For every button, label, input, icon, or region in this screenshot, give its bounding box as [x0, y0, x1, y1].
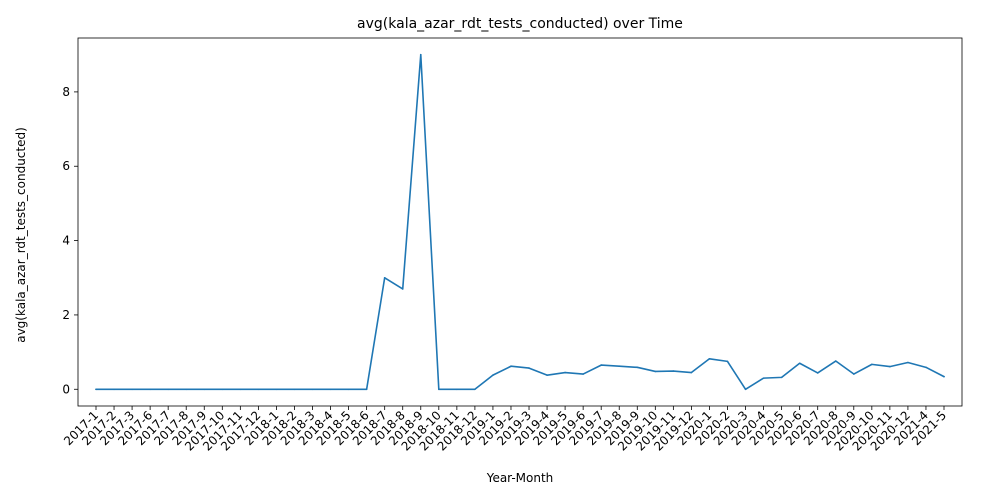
data-point: [871, 363, 873, 366]
data-point: [113, 388, 115, 391]
data-point: [889, 365, 891, 368]
data-point: [293, 388, 296, 391]
chart-title: avg(kala_azar_rdt_tests_conducted) over …: [357, 16, 683, 32]
data-point: [636, 366, 639, 369]
series-line: [95, 53, 945, 391]
y-tick-label: 2: [62, 308, 70, 322]
data-point: [510, 365, 512, 368]
data-point: [618, 365, 621, 368]
y-tick-label: 6: [62, 159, 70, 173]
data-point: [726, 360, 729, 363]
plot-border: [77, 37, 963, 407]
y-tick-label: 8: [62, 85, 70, 99]
data-point: [600, 364, 602, 366]
data-point: [401, 288, 404, 290]
data-point: [744, 388, 747, 391]
data-point: [708, 357, 711, 360]
data-point: [798, 362, 801, 365]
y-axis-label: avg(kala_azar_rdt_tests_conducted): [14, 127, 28, 343]
y-ticks: 0 2 4 6 8: [62, 85, 78, 396]
plot-frame: [77, 37, 963, 407]
data-point: [943, 375, 945, 378]
data-point: [419, 53, 422, 56]
data-point: [95, 388, 97, 391]
data-point: [564, 371, 566, 374]
data-point: [492, 374, 494, 376]
data-point: [383, 276, 386, 279]
data-point: [780, 376, 783, 379]
data-point: [528, 367, 530, 369]
data-point: [834, 360, 837, 362]
data-point: [672, 370, 675, 372]
data-point: [365, 388, 368, 391]
data-point: [690, 371, 693, 374]
data-point: [925, 366, 927, 369]
data-point: [474, 388, 476, 391]
data-point: [546, 374, 548, 376]
data-point: [456, 388, 458, 391]
x-ticks: 2017-12017-22017-32017-62017-72017-82017…: [61, 406, 949, 454]
data-point: [762, 377, 765, 379]
y-tick-label: 4: [62, 234, 70, 248]
data-point: [221, 388, 224, 391]
series-group: [95, 53, 945, 391]
x-axis-label: Year-Month: [486, 471, 554, 485]
data-point: [816, 372, 819, 374]
data-point: [907, 361, 909, 364]
data-point: [257, 388, 260, 391]
data-point: [167, 388, 169, 391]
data-point: [275, 388, 278, 391]
data-point: [185, 388, 188, 391]
data-point: [239, 388, 242, 391]
data-point: [438, 388, 440, 391]
y-tick-label: 0: [62, 382, 70, 396]
data-point: [582, 373, 584, 375]
data-point: [311, 388, 314, 391]
data-point: [149, 388, 151, 391]
data-point: [329, 388, 332, 391]
data-point: [347, 388, 350, 391]
data-point: [654, 370, 657, 373]
data-point: [203, 388, 206, 391]
data-point: [131, 388, 133, 391]
data-point: [852, 373, 855, 375]
